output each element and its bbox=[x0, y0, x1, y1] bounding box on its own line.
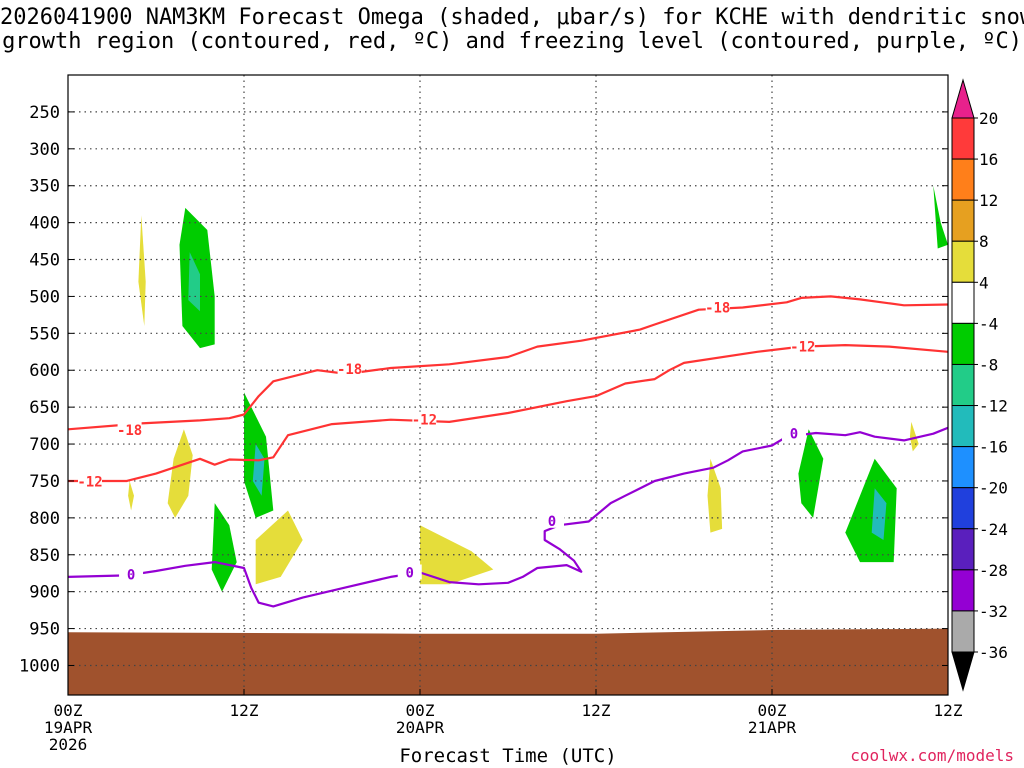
credit-link[interactable]: coolwx.com/models bbox=[850, 746, 1014, 765]
contour-label-bg-1-1 bbox=[412, 411, 437, 427]
contour-label-2-3: 0 bbox=[790, 427, 798, 443]
colorbar-label-0: 20 bbox=[979, 109, 998, 128]
colorbar-box-0 bbox=[951, 117, 975, 160]
colorbar-label-7: -12 bbox=[979, 397, 1008, 416]
colorbar-label-5: -4 bbox=[979, 314, 998, 333]
y-tick-label-950: 950 bbox=[29, 620, 60, 640]
contour-label-2-2: 0 bbox=[548, 514, 556, 530]
y-tick-label-800: 800 bbox=[29, 509, 60, 529]
omega-region-14 bbox=[933, 185, 948, 249]
colorbar-box-1 bbox=[951, 158, 975, 201]
omega-region-13 bbox=[871, 488, 887, 540]
contour-label-1-0: -12 bbox=[77, 475, 102, 491]
colorbar-box-9 bbox=[951, 487, 975, 530]
colorbar-label-6: -8 bbox=[979, 355, 998, 374]
colorbar-box-7 bbox=[951, 405, 975, 448]
contour-label-bg-0-1 bbox=[337, 360, 362, 376]
x-tick-date-0: 19APR bbox=[44, 718, 93, 737]
y-tick-label-450: 450 bbox=[29, 251, 60, 271]
colorbar-box-2 bbox=[951, 199, 975, 242]
colorbar-box-10 bbox=[951, 528, 975, 571]
contour-label-bg-2-3 bbox=[782, 425, 806, 441]
omega-region-2 bbox=[188, 252, 200, 312]
x-axis-label: Forecast Time (UTC) bbox=[399, 745, 616, 767]
colorbar-label-12: -32 bbox=[979, 602, 1008, 621]
contour-label-2-1: 0 bbox=[406, 565, 414, 581]
colorbar-label-2: 12 bbox=[979, 191, 998, 210]
y-tick-label-1000: 1000 bbox=[19, 656, 60, 676]
colorbar-box-8 bbox=[951, 446, 975, 489]
colorbar-box-6 bbox=[951, 363, 975, 407]
y-tick-label-600: 600 bbox=[29, 361, 60, 381]
colorbar-top-arrow bbox=[951, 78, 975, 119]
plot-area: -18 -18 -18 -12 -12 -12 0 0 0 0 bbox=[68, 75, 948, 695]
contour-label-0-1: -18 bbox=[337, 362, 362, 378]
contour-label-bg-0-0 bbox=[117, 422, 142, 438]
omega-region-15 bbox=[909, 421, 919, 452]
colorbar-label-11: -28 bbox=[979, 561, 1008, 580]
colorbar-box-4 bbox=[951, 281, 975, 324]
colorbar-label-4: 4 bbox=[979, 273, 989, 292]
contour-label-1-2: -12 bbox=[790, 340, 815, 356]
contour-label-1-1: -12 bbox=[412, 413, 437, 429]
contour-label-2-0: 0 bbox=[127, 568, 135, 584]
colorbar-box-12 bbox=[951, 610, 975, 653]
contour-label-bg-0-2 bbox=[705, 299, 730, 315]
y-tick-label-900: 900 bbox=[29, 583, 60, 603]
contour-label-bg-2-1 bbox=[397, 564, 422, 580]
y-tick-label-250: 250 bbox=[29, 103, 60, 123]
colorbar-label-3: 8 bbox=[979, 232, 989, 251]
terrain-fill bbox=[68, 628, 948, 695]
contour-label-bg-1-0 bbox=[78, 473, 102, 489]
colorbar-box-11 bbox=[951, 569, 975, 612]
contour-label-bg-2-0 bbox=[119, 566, 144, 582]
y-tick-label-550: 550 bbox=[29, 324, 60, 344]
omega-region-3 bbox=[167, 429, 193, 518]
colorbar-label-13: -36 bbox=[979, 643, 1008, 662]
plot-frame bbox=[67, 74, 949, 696]
omega-region-4 bbox=[128, 481, 134, 511]
x-tick-label-0: 00Z bbox=[54, 701, 83, 720]
contour-label-0-0: -18 bbox=[117, 423, 142, 439]
colorbar-label-10: -24 bbox=[979, 520, 1008, 539]
y-tick-label-650: 650 bbox=[29, 398, 60, 418]
contour-label-bg-2-2 bbox=[540, 512, 564, 528]
chart-title-line2: growth region (contoured, red, ºC) and f… bbox=[2, 29, 1022, 54]
omega-region-7 bbox=[211, 503, 237, 592]
omega-region-8 bbox=[255, 510, 303, 585]
omega-region-12 bbox=[845, 458, 897, 563]
y-tick-label-750: 750 bbox=[29, 472, 60, 492]
colorbar-label-1: 16 bbox=[979, 150, 998, 169]
omega-region-9 bbox=[420, 525, 494, 585]
x-tick-date-24: 20APR bbox=[396, 718, 445, 737]
contour-label-bg-1-2 bbox=[790, 338, 815, 354]
contour-0 bbox=[68, 295, 948, 431]
x-tick-label-36: 12Z bbox=[582, 701, 611, 720]
x-tick-date-48: 21APR bbox=[748, 718, 797, 737]
x-tick-year-0: 2026 bbox=[49, 735, 88, 754]
y-tick-label-400: 400 bbox=[29, 214, 60, 234]
contour-label-0-2: -18 bbox=[705, 301, 730, 317]
x-tick-label-24: 00Z bbox=[406, 701, 435, 720]
omega-region-10 bbox=[707, 458, 723, 533]
colorbar-bottom-arrow bbox=[951, 651, 975, 692]
colorbar-box-5 bbox=[951, 322, 975, 365]
x-tick-label-12: 12Z bbox=[230, 701, 259, 720]
colorbar-label-8: -16 bbox=[979, 438, 1008, 457]
y-tick-label-850: 850 bbox=[29, 546, 60, 566]
colorbar-label-9: -20 bbox=[979, 479, 1008, 498]
omega-region-6 bbox=[252, 444, 265, 496]
chart-title-line1: 2026041900 NAM3KM Forecast Omega (shaded… bbox=[0, 5, 1024, 30]
omega-region-0 bbox=[138, 215, 146, 326]
y-tick-label-300: 300 bbox=[29, 140, 60, 160]
colorbar-box-3 bbox=[951, 240, 975, 283]
omega-region-11 bbox=[798, 429, 824, 518]
y-tick-label-700: 700 bbox=[29, 435, 60, 455]
y-tick-label-350: 350 bbox=[29, 177, 60, 197]
y-tick-label-500: 500 bbox=[29, 287, 60, 307]
x-tick-label-48: 00Z bbox=[758, 701, 787, 720]
x-tick-label-60: 12Z bbox=[934, 701, 963, 720]
contour-1 bbox=[68, 344, 948, 483]
